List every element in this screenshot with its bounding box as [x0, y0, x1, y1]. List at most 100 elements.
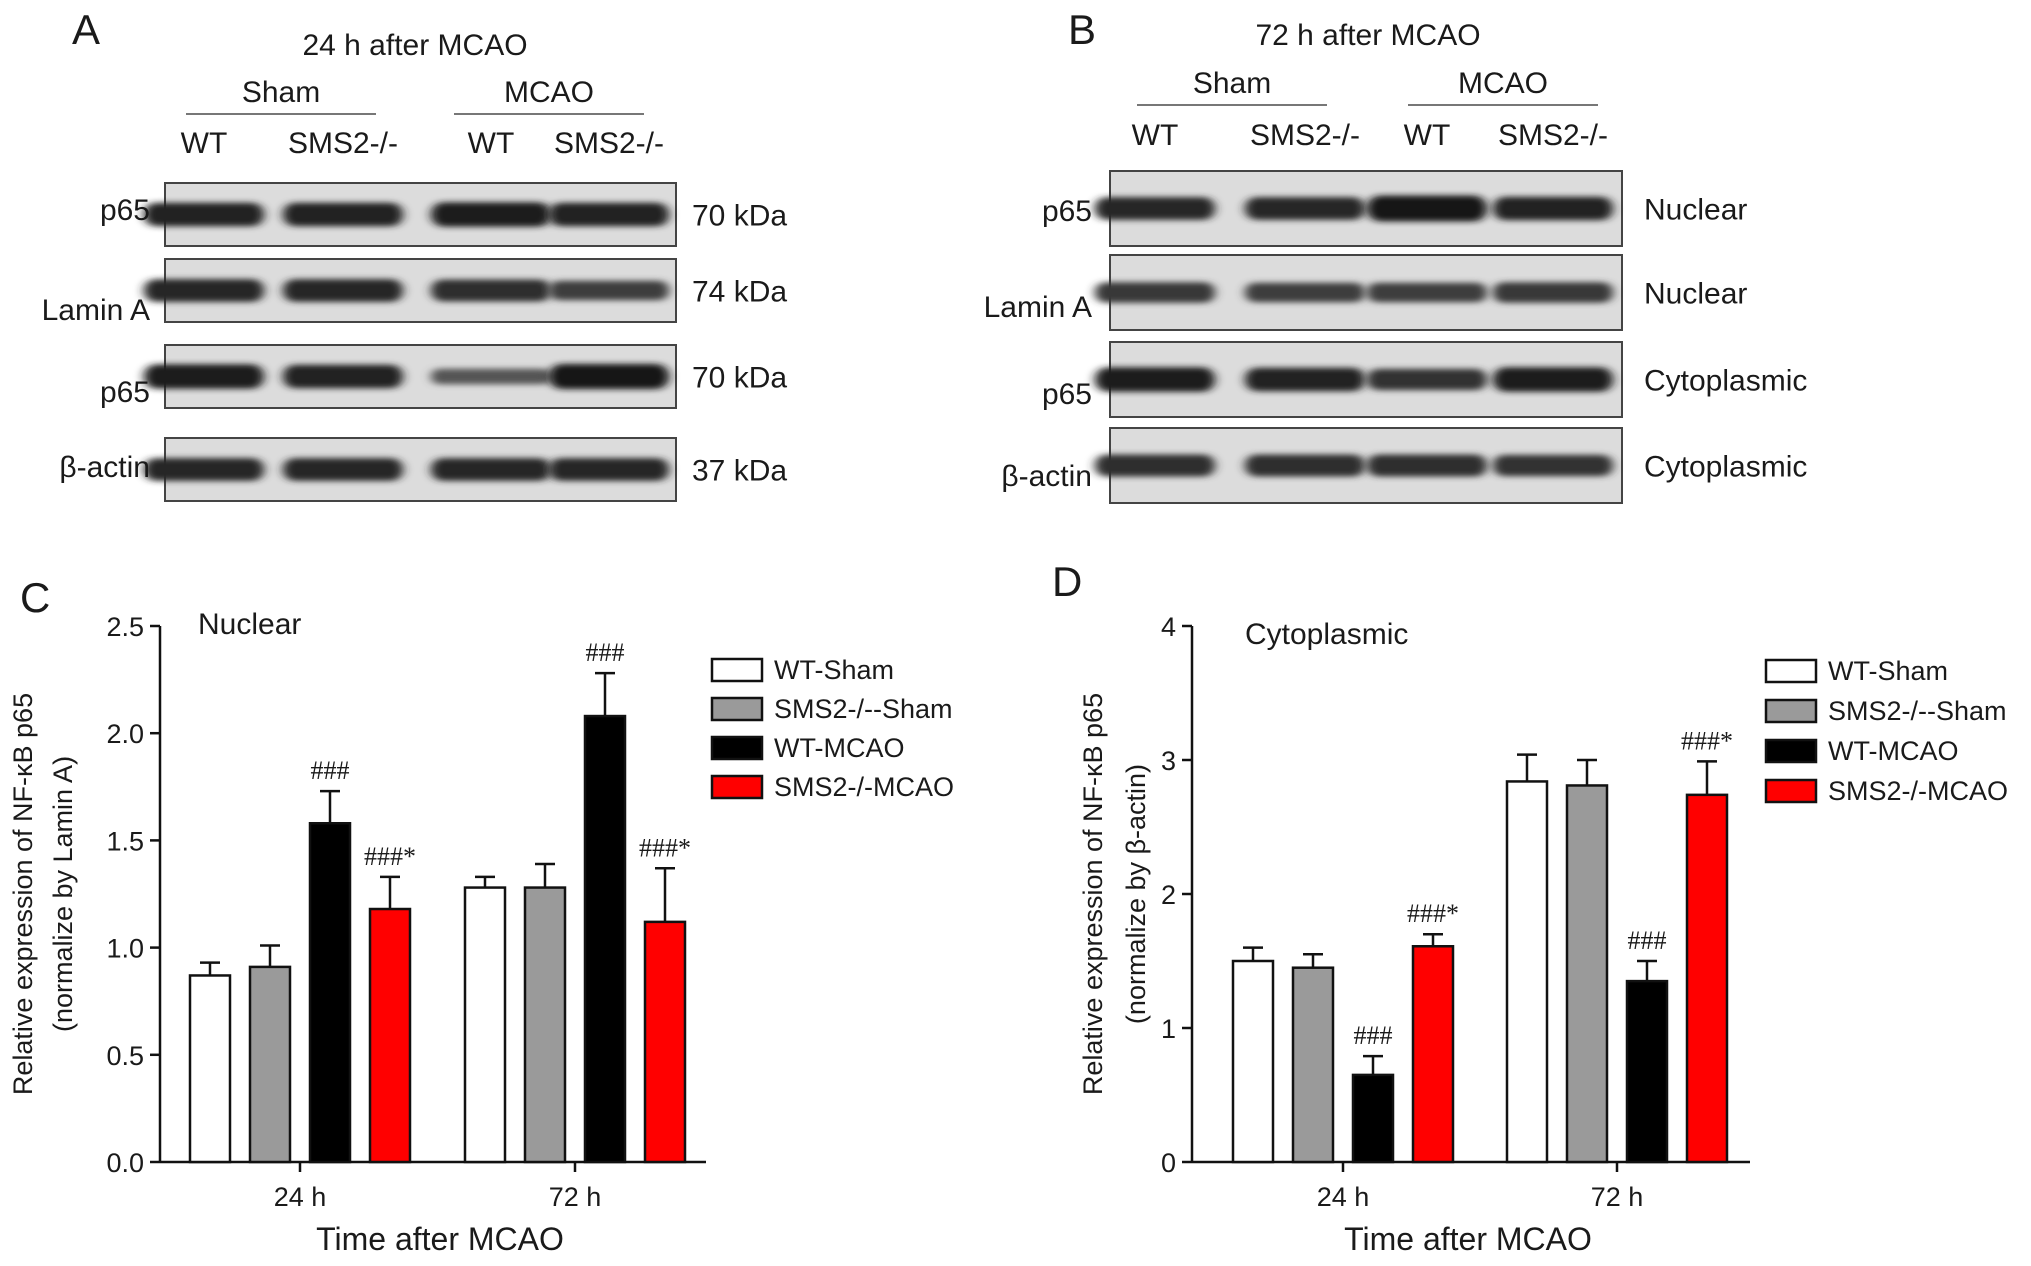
blot-lane-label: WT	[1132, 119, 1179, 152]
bar-sms2-mcao	[368, 907, 412, 1164]
y-axis-sublabel: (normalize by β-actin)	[1121, 764, 1151, 1024]
legend-label: SMS2-/--Sham	[774, 694, 953, 724]
blot-band	[431, 279, 551, 302]
blot-lane-label: SMS2-/-	[288, 127, 398, 160]
y-tick-label: 2.5	[106, 612, 144, 642]
significance-label: ###	[586, 638, 625, 667]
blot-band	[1095, 454, 1215, 477]
bar-wt-mcao	[1351, 1073, 1395, 1164]
legend-swatch	[1764, 738, 1818, 764]
bar-wt-mcao	[308, 821, 352, 1164]
y-tick-label: 0.5	[106, 1041, 144, 1071]
blot-band	[1095, 367, 1215, 392]
blot-row-label: p65	[100, 376, 150, 409]
blot-band	[144, 458, 264, 481]
blot-row-label: β-actin	[59, 451, 150, 484]
blot-band	[283, 364, 403, 389]
chart-title: Cytoplasmic	[1245, 618, 1408, 651]
bar-chart-nuclear: 0.0 0.5 1.0 1.5 2.0 2.5 Nuclear Relative expres…	[8, 608, 954, 1257]
blot-band	[144, 202, 264, 227]
legend-label: WT-Sham	[774, 655, 894, 685]
blot-row-note: Nuclear	[1644, 194, 1747, 227]
blot-group-label: MCAO	[504, 76, 594, 109]
chart-title: Nuclear	[198, 608, 301, 641]
blot-lane-label: WT	[468, 127, 515, 160]
y-tick-label: 3	[1161, 746, 1176, 776]
y-tick-label: 1.0	[106, 934, 144, 964]
y-tick-label: 2	[1161, 880, 1176, 910]
bar-sms2-sham	[1291, 966, 1335, 1164]
blot-group-label: Sham	[1193, 67, 1271, 100]
legend-label: WT-MCAO	[1828, 736, 1958, 766]
blot-row-label: p65	[1042, 378, 1092, 411]
bar-wt-sham	[188, 974, 232, 1164]
legend-swatch	[710, 735, 764, 761]
blot-band	[431, 368, 551, 385]
blot-row-label: p65	[100, 194, 150, 227]
blot-band	[1493, 454, 1613, 477]
bar-wt-sham	[1505, 780, 1549, 1164]
blot-row-note: 37 kDa	[692, 455, 787, 488]
legend-swatch	[710, 696, 764, 722]
significance-label: ###*	[639, 833, 691, 862]
blot-band	[1493, 367, 1613, 392]
bar-wt-sham	[1231, 959, 1275, 1164]
blot-band	[1367, 195, 1487, 222]
legend-swatch	[710, 657, 764, 683]
bar-sms2-mcao	[1685, 793, 1729, 1164]
legend-swatch	[1764, 698, 1818, 724]
blot-title: 24 h after MCAO	[302, 29, 527, 62]
legend-label: WT-MCAO	[774, 733, 904, 763]
y-axis-label: Relative expression of NF-κB p65	[8, 693, 38, 1095]
blot-band	[283, 458, 403, 481]
blot-band	[283, 279, 403, 302]
bar-wt-mcao	[1625, 979, 1669, 1164]
y-tick-label: 1	[1161, 1014, 1176, 1044]
panel-label-b: B	[1068, 6, 1096, 53]
significance-label: ###	[311, 756, 350, 785]
significance-label: ###	[1354, 1021, 1393, 1050]
blot-band	[1367, 282, 1487, 303]
y-axis-label: Relative expression of NF-κB p65	[1078, 693, 1108, 1095]
blot-lane-label: WT	[181, 127, 228, 160]
blot-row-note: Cytoplasmic	[1644, 451, 1807, 484]
bar-chart-cytoplasmic: 0 1 2 3 4 Cytoplasmic Relative expression of N…	[1078, 612, 2008, 1257]
blot-band	[1095, 197, 1215, 220]
blot-band	[549, 363, 669, 390]
y-tick-label: 4	[1161, 612, 1176, 642]
blot-row-label: p65	[1042, 195, 1092, 228]
panel-label-d: D	[1052, 558, 1082, 605]
legend-swatch	[710, 774, 764, 800]
blot-band	[549, 458, 669, 481]
x-tick-label: 72 h	[1591, 1182, 1644, 1212]
legend-label: SMS2-/-MCAO	[774, 772, 954, 802]
blot-title: 72 h after MCAO	[1255, 19, 1480, 52]
bar-wt-sham	[463, 886, 507, 1164]
blot-band	[1493, 196, 1613, 221]
blot-row-label: Lamin A	[984, 291, 1092, 324]
bar-sms2-sham	[1565, 784, 1609, 1164]
significance-label: ###*	[364, 842, 416, 871]
blot-group-label: MCAO	[1458, 67, 1548, 100]
blot-lane-label: SMS2-/-	[1250, 119, 1360, 152]
significance-label: ###*	[1407, 899, 1459, 928]
bar-wt-mcao	[583, 714, 627, 1164]
blot-band	[1245, 454, 1365, 477]
blot-band	[1245, 282, 1365, 303]
panel-label-a: A	[72, 6, 100, 53]
blot-row-note: Nuclear	[1644, 278, 1747, 311]
y-tick-label: 0	[1161, 1148, 1176, 1178]
legend-label: SMS2-/--Sham	[1828, 696, 2007, 726]
x-axis-label: Time after MCAO	[1344, 1221, 1592, 1257]
x-tick-label: 24 h	[274, 1182, 327, 1212]
blot-row-note: Cytoplasmic	[1644, 365, 1807, 398]
blot-lane-label: SMS2-/-	[554, 127, 664, 160]
western-blot-24h: 24 h after MCAO Sham MCAO WT SMS2-/- WT SMS2-/…	[42, 29, 787, 502]
significance-label: ###	[1628, 926, 1667, 955]
blot-row-label: Lamin A	[42, 294, 150, 327]
y-axis-sublabel: (normalize by Lamin A)	[48, 756, 78, 1032]
blot-band	[1245, 197, 1365, 220]
blot-band	[431, 458, 551, 481]
y-tick-label: 2.0	[106, 719, 144, 749]
